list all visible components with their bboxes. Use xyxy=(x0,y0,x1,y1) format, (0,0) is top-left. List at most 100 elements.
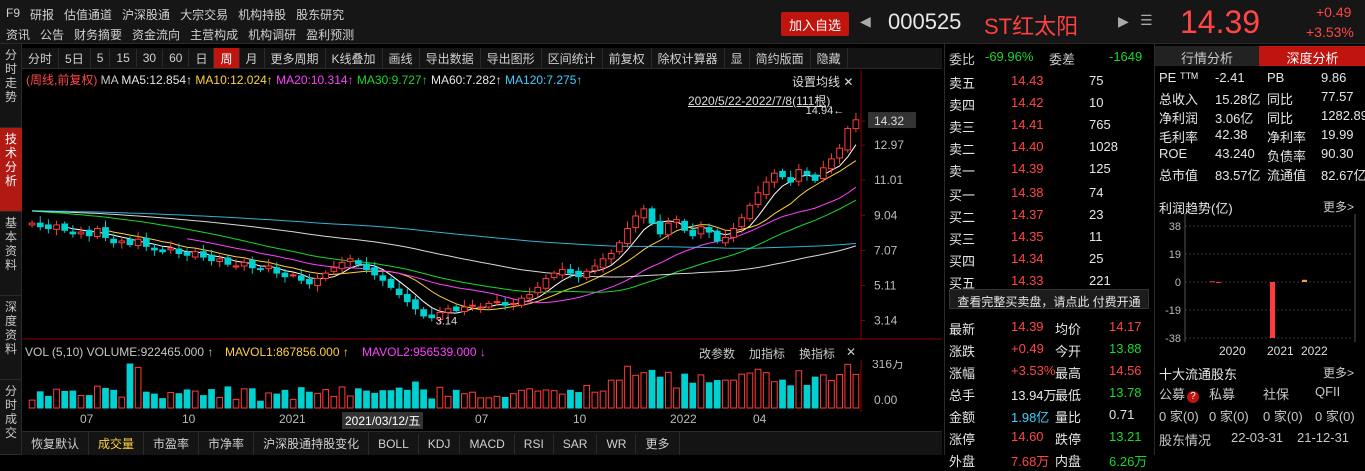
ma60-line xyxy=(32,210,857,278)
menu-item[interactable]: 研报 xyxy=(30,8,55,22)
toolbar-item[interactable]: 隐藏 xyxy=(811,48,848,68)
volume-bar xyxy=(599,390,607,409)
indicator-tab[interactable]: BOLL xyxy=(369,433,419,454)
buy-cell: 23 xyxy=(1089,207,1104,222)
close-icon[interactable]: ✕ xyxy=(843,75,854,89)
toolbar-item[interactable]: 15 xyxy=(110,49,137,67)
toolbar-item[interactable]: 5 xyxy=(91,49,111,67)
menu-item[interactable]: 公告 xyxy=(40,28,65,42)
kline-chart[interactable]: 14.32 12.97 11.01 9.04 7.07 5.11 3.14 14.94← 3.1… xyxy=(22,70,942,340)
menu-item[interactable]: 财务摘要 xyxy=(74,28,123,42)
tab-deep-info[interactable]: 深度资料 xyxy=(0,296,22,380)
volume-bar xyxy=(738,373,746,409)
profit-bar xyxy=(1302,279,1307,282)
toolbar-item[interactable]: 简约版面 xyxy=(750,48,811,68)
volume-chart[interactable]: 316万 0.00 xyxy=(22,360,942,412)
profit-more-link[interactable]: 更多> xyxy=(1323,198,1354,215)
add-favorite-button[interactable]: 加入自选 xyxy=(781,12,849,36)
toolbar-item[interactable]: 导出图形 xyxy=(481,48,542,68)
tab-technical[interactable]: 技术分析 xyxy=(0,128,22,212)
indicator-tab[interactable]: 市盈率 xyxy=(144,432,200,455)
candle-body xyxy=(403,294,411,303)
volume-bar xyxy=(640,372,648,409)
candle-body xyxy=(664,222,672,236)
indicator-tab-volume[interactable]: 成交量 xyxy=(89,432,145,455)
holder-type: QFII xyxy=(1315,384,1341,399)
indicator-tab[interactable]: MACD xyxy=(460,433,515,454)
volume-bar xyxy=(819,374,827,409)
menu-item[interactable]: 盈利预测 xyxy=(306,28,355,42)
volume-bar xyxy=(722,379,729,409)
indicator-tabs: 恢复默认 成交量 市盈率 市净率 沪深股通持股变化 BOLL KDJ MACD … xyxy=(22,431,942,455)
toolbar-item[interactable]: 5日 xyxy=(59,48,91,68)
indicator-tab[interactable]: WR xyxy=(597,433,637,454)
date-range: 2020/5/22-2022/7/8(111根) xyxy=(688,94,831,108)
menu-item[interactable]: 机构调研 xyxy=(248,28,297,42)
indicator-tab[interactable]: 沪深股通持股变化 xyxy=(254,432,370,455)
tab-basic-info[interactable]: 基本资料 xyxy=(0,212,22,296)
menu-item[interactable]: 资金流向 xyxy=(132,28,181,42)
set-ma-button[interactable]: 设置均线 ✕ xyxy=(792,73,853,90)
volume-bar xyxy=(607,379,615,409)
fin-cell: 9.86 xyxy=(1321,70,1347,85)
modify-params-button[interactable]: 改参数 xyxy=(699,347,736,361)
indicator-tab[interactable]: 恢复默认 xyxy=(22,432,90,455)
volume-bar xyxy=(354,388,362,409)
question-icon[interactable]: ? xyxy=(1187,391,1200,403)
toolbar-item[interactable]: 更多周期 xyxy=(265,48,326,68)
toolbar-item[interactable]: 前复权 xyxy=(603,48,652,68)
volume-bar xyxy=(762,372,770,409)
indicator-tab[interactable]: 市净率 xyxy=(199,432,255,455)
menu-item[interactable]: 大宗交易 xyxy=(180,8,229,22)
volume-bar xyxy=(803,384,811,409)
volume-bar xyxy=(159,398,166,409)
stat-cell: 13.94万 xyxy=(1011,388,1057,403)
toolbar-item[interactable]: 除权计算器 xyxy=(652,48,725,68)
menu-item[interactable]: 沪深股通 xyxy=(122,8,171,22)
candle-body xyxy=(387,278,395,288)
swap-indicator-button[interactable]: 换指标 xyxy=(799,347,836,361)
tab-trades[interactable]: 分时成交 xyxy=(0,380,22,455)
volume-bar xyxy=(151,393,158,409)
buy-row: 买三 14.35 11 xyxy=(945,226,1155,249)
prev-stock-icon[interactable]: ◀ xyxy=(860,13,871,29)
toolbar-item[interactable]: 60 xyxy=(163,49,190,67)
indicator-tab[interactable]: 更多 xyxy=(636,432,680,455)
orderbook-upgrade-link[interactable]: 查看完整买卖盘，请点此 付费开通 xyxy=(949,289,1149,309)
toolbar-item[interactable]: 显 xyxy=(725,48,750,68)
toolbar-item[interactable]: 30 xyxy=(137,49,164,67)
indicator-tab[interactable]: KDJ xyxy=(419,433,461,454)
volume-bar xyxy=(53,388,60,409)
tab-market-analysis[interactable]: 行情分析 xyxy=(1155,46,1259,66)
holders-more-link[interactable]: 更多> xyxy=(1323,366,1355,380)
toolbar-item[interactable]: 导出数据 xyxy=(420,48,481,68)
menu-item[interactable]: 股东研究 xyxy=(296,8,345,22)
menu-item[interactable]: 资讯 xyxy=(6,28,31,42)
menu-item[interactable]: 主营构成 xyxy=(190,28,239,42)
candle-body xyxy=(828,158,835,170)
volume-bar xyxy=(28,399,36,409)
list-icon[interactable]: ☰ xyxy=(1140,12,1153,28)
menu-item[interactable]: F9 xyxy=(6,6,21,20)
toolbar-item[interactable]: 分时 xyxy=(22,48,60,68)
add-indicator-button[interactable]: 加指标 xyxy=(749,347,786,361)
tab-intraday[interactable]: 分时走势 xyxy=(0,44,22,128)
candle-body xyxy=(746,204,754,220)
menu-item[interactable]: 估值通道 xyxy=(64,8,113,22)
fin-cell: 82.67亿 xyxy=(1321,168,1365,183)
sell-cell: 10 xyxy=(1089,95,1104,110)
toolbar-item[interactable]: 月 xyxy=(240,48,265,68)
toolbar-item[interactable]: 日 xyxy=(189,48,215,68)
next-stock-icon[interactable]: ▶ xyxy=(1118,13,1129,29)
toolbar-item[interactable]: 区间统计 xyxy=(542,48,603,68)
menu-item[interactable]: 机构持股 xyxy=(238,8,287,22)
indicator-tab[interactable]: RSI xyxy=(515,433,554,454)
stat-cell: 14.17 xyxy=(1109,319,1142,334)
tab-deep-analysis[interactable]: 深度分析 xyxy=(1259,46,1365,66)
candle-body xyxy=(118,240,126,244)
toolbar-item-weekly[interactable]: 周 xyxy=(214,48,240,68)
toolbar-item[interactable]: 画线 xyxy=(383,48,420,68)
close-icon[interactable]: ✕ xyxy=(846,345,857,359)
toolbar-item[interactable]: K线叠加 xyxy=(326,48,383,68)
indicator-tab[interactable]: SAR xyxy=(554,433,598,454)
